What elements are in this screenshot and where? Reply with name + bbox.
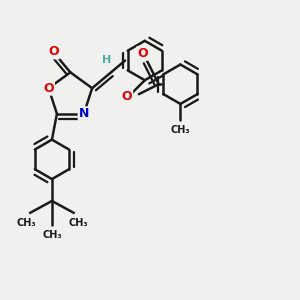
Text: H: H <box>102 55 111 65</box>
Text: CH₃: CH₃ <box>16 218 36 228</box>
Text: O: O <box>48 45 59 58</box>
Text: CH₃: CH₃ <box>171 125 190 135</box>
Text: O: O <box>43 82 54 95</box>
Text: O: O <box>137 47 148 60</box>
Text: CH₃: CH₃ <box>68 218 88 228</box>
Text: CH₃: CH₃ <box>42 230 62 240</box>
Text: O: O <box>122 90 132 103</box>
Text: N: N <box>79 107 89 120</box>
